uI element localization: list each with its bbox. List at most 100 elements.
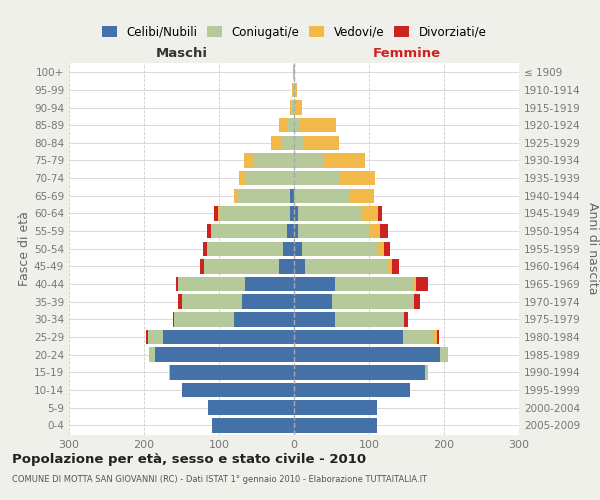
Bar [234,188,238,203]
Bar [279,259,294,274]
Bar [294,259,305,274]
Bar [169,365,170,380]
Bar [403,330,433,344]
Bar [369,224,380,238]
Bar [437,330,439,344]
Text: Maschi: Maschi [155,47,208,60]
Bar [208,242,283,256]
Bar [290,188,294,203]
Bar [294,153,324,168]
Bar [433,330,437,344]
Bar [294,82,296,97]
Bar [331,294,414,309]
Bar [416,277,427,291]
Legend: Celibi/Nubili, Coniugati/e, Vedovi/e, Divorziati/e: Celibi/Nubili, Coniugati/e, Vedovi/e, Di… [101,26,487,38]
Bar [211,224,212,238]
Bar [294,171,339,186]
Bar [294,312,335,326]
Bar [182,294,241,309]
Bar [414,294,420,309]
Bar [290,100,292,115]
Bar [404,312,408,326]
Bar [245,171,294,186]
Bar [207,224,211,238]
Bar [298,224,369,238]
Bar [212,224,287,238]
Bar [218,206,219,220]
Bar [294,400,377,415]
Bar [440,348,448,362]
Bar [182,382,294,397]
Bar [155,348,294,362]
Y-axis label: Anni di nascita: Anni di nascita [586,202,599,295]
Bar [271,136,281,150]
Bar [148,330,163,344]
Bar [178,277,245,291]
Bar [234,312,294,326]
Bar [173,312,174,326]
Bar [294,365,425,380]
Bar [176,277,178,291]
Bar [292,82,293,97]
Text: Femmine: Femmine [373,47,440,60]
Bar [163,330,294,344]
Bar [425,365,427,380]
Bar [294,224,298,238]
Bar [378,206,382,220]
Bar [294,418,377,432]
Bar [287,224,294,238]
Bar [303,136,339,150]
Bar [294,100,296,115]
Bar [288,118,294,132]
Bar [298,206,361,220]
Bar [281,136,294,150]
Bar [302,242,377,256]
Bar [149,348,155,362]
Bar [305,259,388,274]
Bar [392,259,399,274]
Bar [178,294,182,309]
Bar [294,206,298,220]
Bar [292,100,294,115]
Bar [294,294,331,309]
Bar [384,242,390,256]
Bar [339,171,375,186]
Bar [294,242,302,256]
Bar [212,418,294,432]
Bar [239,171,245,186]
Bar [377,242,384,256]
Bar [294,277,335,291]
Bar [296,100,302,115]
Bar [290,206,294,220]
Bar [214,206,218,220]
Bar [388,259,392,274]
Bar [300,118,336,132]
Bar [170,365,294,380]
Bar [294,348,440,362]
Bar [294,118,300,132]
Bar [283,242,294,256]
Bar [361,206,378,220]
Bar [294,65,295,80]
Bar [293,65,294,80]
Bar [208,400,294,415]
Bar [207,242,208,256]
Bar [293,82,294,97]
Bar [335,312,404,326]
Bar [279,118,288,132]
Bar [294,188,350,203]
Bar [414,277,416,291]
Bar [219,206,290,220]
Bar [324,153,365,168]
Bar [241,294,294,309]
Bar [294,330,403,344]
Bar [238,188,290,203]
Bar [253,153,294,168]
Bar [244,153,253,168]
Bar [335,277,414,291]
Bar [146,330,148,344]
Bar [294,382,410,397]
Bar [203,242,207,256]
Bar [174,312,234,326]
Bar [200,259,204,274]
